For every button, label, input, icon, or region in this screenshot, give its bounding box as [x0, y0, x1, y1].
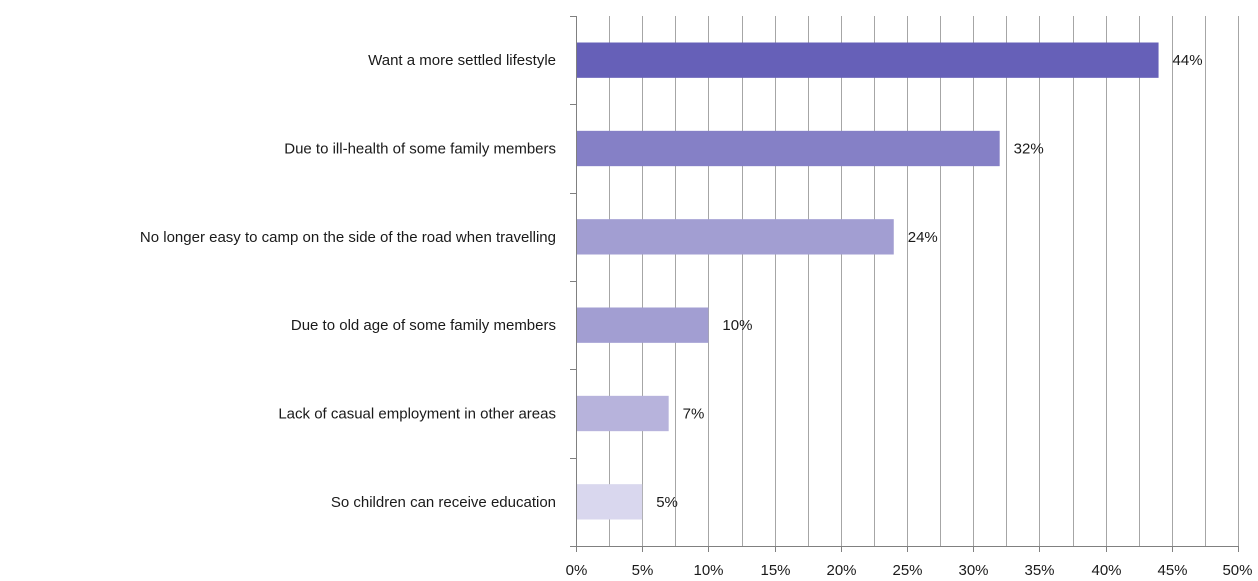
- data-label: 5%: [656, 494, 678, 511]
- x-tick-label: 40%: [1091, 562, 1121, 579]
- gridlines: [609, 16, 1239, 546]
- bar: [576, 219, 894, 255]
- bar: [576, 307, 709, 343]
- bars: [576, 42, 1159, 520]
- bar: [576, 484, 643, 520]
- x-tick-label: 0%: [566, 562, 588, 579]
- category-label: Want a more settled lifestyle: [368, 52, 556, 69]
- category-label: No longer easy to camp on the side of th…: [140, 229, 556, 246]
- data-label: 10%: [722, 317, 752, 334]
- axes: [570, 16, 1239, 552]
- bar: [576, 42, 1159, 78]
- x-tick-label: 5%: [632, 562, 654, 579]
- data-label: 7%: [683, 406, 705, 423]
- x-tick-label: 20%: [826, 562, 856, 579]
- category-label: Lack of casual employment in other areas: [278, 406, 556, 423]
- x-tick-label: 25%: [892, 562, 922, 579]
- x-tick-label: 10%: [693, 562, 723, 579]
- x-tick-label: 35%: [1024, 562, 1054, 579]
- data-label: 24%: [908, 229, 938, 246]
- data-label: 32%: [1014, 141, 1044, 158]
- labels: 44% Want a more settled lifestyle 32% Due t…: [140, 52, 1253, 579]
- x-tick-label: 15%: [760, 562, 790, 579]
- bar: [576, 395, 669, 432]
- category-label: Due to old age of some family members: [291, 317, 556, 334]
- data-label: 44%: [1173, 52, 1203, 69]
- x-tick-label: 30%: [958, 562, 988, 579]
- category-label: Due to ill-health of some family members: [284, 141, 556, 158]
- category-label: So children can receive education: [331, 494, 556, 511]
- x-tick-label: 45%: [1157, 562, 1187, 579]
- x-tick-label: 50%: [1222, 562, 1252, 579]
- bar: [576, 130, 1000, 167]
